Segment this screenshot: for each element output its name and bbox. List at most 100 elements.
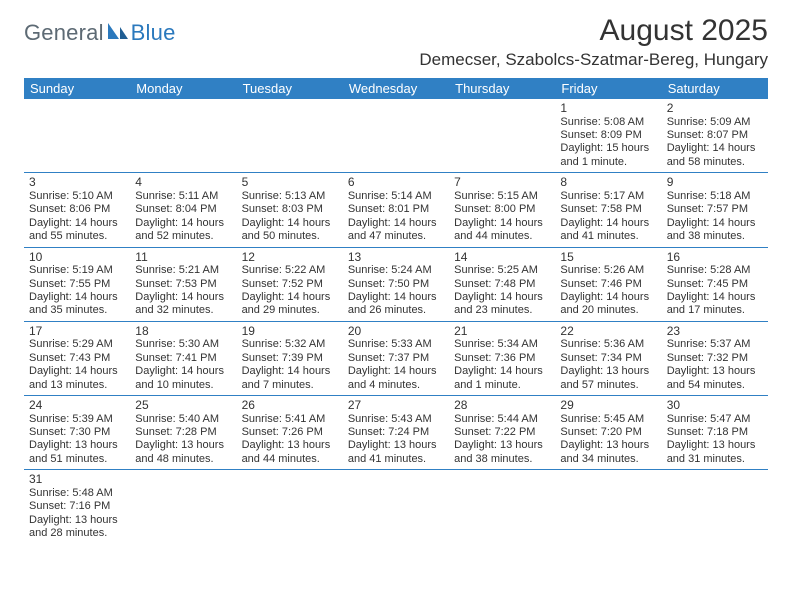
day-number: 10	[29, 250, 125, 265]
sunset-line: Sunset: 8:09 PM	[560, 129, 656, 142]
sunset-line: Sunset: 7:52 PM	[242, 278, 338, 291]
daylight-line: and 23 minutes.	[454, 304, 550, 317]
day-cell: 17Sunrise: 5:29 AMSunset: 7:43 PMDayligh…	[24, 322, 130, 395]
day-cell: 3Sunrise: 5:10 AMSunset: 8:06 PMDaylight…	[24, 173, 130, 246]
day-number: 1	[560, 101, 656, 116]
sunset-line: Sunset: 7:32 PM	[667, 352, 763, 365]
daylight-line: Daylight: 14 hours	[135, 291, 231, 304]
logo: General Blue	[24, 14, 176, 46]
day-number: 18	[135, 324, 231, 339]
weekday-header: Thursday	[449, 78, 555, 99]
daylight-line: Daylight: 13 hours	[348, 439, 444, 452]
day-number: 9	[667, 175, 763, 190]
weekday-header: Friday	[555, 78, 661, 99]
sunset-line: Sunset: 7:24 PM	[348, 426, 444, 439]
logo-text-blue: Blue	[131, 20, 176, 46]
sunset-line: Sunset: 7:57 PM	[667, 203, 763, 216]
daylight-line: and 4 minutes.	[348, 379, 444, 392]
daylight-line: and 57 minutes.	[560, 379, 656, 392]
day-number: 13	[348, 250, 444, 265]
day-cell: 12Sunrise: 5:22 AMSunset: 7:52 PMDayligh…	[237, 248, 343, 321]
sunrise-line: Sunrise: 5:32 AM	[242, 338, 338, 351]
day-cell: 10Sunrise: 5:19 AMSunset: 7:55 PMDayligh…	[24, 248, 130, 321]
day-cell: 5Sunrise: 5:13 AMSunset: 8:03 PMDaylight…	[237, 173, 343, 246]
sunrise-line: Sunrise: 5:13 AM	[242, 190, 338, 203]
sunrise-line: Sunrise: 5:10 AM	[29, 190, 125, 203]
sunset-line: Sunset: 7:48 PM	[454, 278, 550, 291]
sunset-line: Sunset: 7:55 PM	[29, 278, 125, 291]
weeks-container: 1Sunrise: 5:08 AMSunset: 8:09 PM Daylight…	[24, 99, 768, 544]
sunrise-line: Sunrise: 5:26 AM	[560, 264, 656, 277]
sunrise-line: Sunrise: 5:15 AM	[454, 190, 550, 203]
week-row: 17Sunrise: 5:29 AMSunset: 7:43 PMDayligh…	[24, 322, 768, 396]
sunrise-line: Sunrise: 5:25 AM	[454, 264, 550, 277]
day-cell: 28Sunrise: 5:44 AMSunset: 7:22 PMDayligh…	[449, 396, 555, 469]
sunrise-line: Sunrise: 5:40 AM	[135, 413, 231, 426]
day-number: 30	[667, 398, 763, 413]
day-number: 17	[29, 324, 125, 339]
day-number: 24	[29, 398, 125, 413]
sunset-line: Sunset: 7:30 PM	[29, 426, 125, 439]
day-cell: 24Sunrise: 5:39 AMSunset: 7:30 PMDayligh…	[24, 396, 130, 469]
day-number: 15	[560, 250, 656, 265]
day-number: 6	[348, 175, 444, 190]
day-number: 19	[242, 324, 338, 339]
sunrise-line: Sunrise: 5:08 AM	[560, 116, 656, 129]
day-cell: 20Sunrise: 5:33 AMSunset: 7:37 PMDayligh…	[343, 322, 449, 395]
day-number: 23	[667, 324, 763, 339]
daylight-line: and 51 minutes.	[29, 453, 125, 466]
page-title: August 2025	[419, 14, 768, 48]
day-number: 22	[560, 324, 656, 339]
title-block: August 2025 Demecser, Szabolcs-Szatmar-B…	[419, 14, 768, 70]
sunset-line: Sunset: 7:26 PM	[242, 426, 338, 439]
sunrise-line: Sunrise: 5:47 AM	[667, 413, 763, 426]
daylight-line: and 38 minutes.	[667, 230, 763, 243]
daylight-line: and 28 minutes.	[29, 527, 125, 540]
day-cell-empty	[343, 470, 449, 543]
day-cell: 8Sunrise: 5:17 AMSunset: 7:58 PMDaylight…	[555, 173, 661, 246]
week-row: 1Sunrise: 5:08 AMSunset: 8:09 PMDaylight…	[24, 99, 768, 173]
daylight-line: and 54 minutes.	[667, 379, 763, 392]
sunrise-line: Sunrise: 5:33 AM	[348, 338, 444, 351]
daylight-line: Daylight: 14 hours	[454, 365, 550, 378]
weekday-header-row: SundayMondayTuesdayWednesdayThursdayFrid…	[24, 78, 768, 99]
sunrise-line: Sunrise: 5:19 AM	[29, 264, 125, 277]
daylight-line: Daylight: 14 hours	[454, 291, 550, 304]
day-number: 21	[454, 324, 550, 339]
daylight-line: and 31 minutes.	[667, 453, 763, 466]
sunrise-line: Sunrise: 5:39 AM	[29, 413, 125, 426]
week-row: 10Sunrise: 5:19 AMSunset: 7:55 PM Dayligh…	[24, 248, 768, 322]
day-number: 29	[560, 398, 656, 413]
daylight-line: and 52 minutes.	[135, 230, 231, 243]
sunset-line: Sunset: 7:28 PM	[135, 426, 231, 439]
sunrise-line: Sunrise: 5:30 AM	[135, 338, 231, 351]
calendar-page: General Blue August 2025 Demecser, Szabo…	[0, 0, 792, 554]
day-cell-empty	[662, 470, 768, 543]
daylight-line: Daylight: 13 hours	[135, 439, 231, 452]
sunrise-line: Sunrise: 5:17 AM	[560, 190, 656, 203]
day-cell: 30Sunrise: 5:47 AMSunset: 7:18 PMDayligh…	[662, 396, 768, 469]
daylight-line: and 34 minutes.	[560, 453, 656, 466]
day-cell-empty	[237, 470, 343, 543]
day-cell: 4Sunrise: 5:11 AMSunset: 8:04 PMDaylight…	[130, 173, 236, 246]
daylight-line: Daylight: 13 hours	[242, 439, 338, 452]
week-row: 24Sunrise: 5:39 AMSunset: 7:30 PM Dayligh…	[24, 396, 768, 470]
sunrise-line: Sunrise: 5:41 AM	[242, 413, 338, 426]
sunset-line: Sunset: 7:20 PM	[560, 426, 656, 439]
sunset-line: Sunset: 7:16 PM	[29, 500, 125, 513]
day-cell: 11Sunrise: 5:21 AMSunset: 7:53 PMDayligh…	[130, 248, 236, 321]
daylight-line: Daylight: 14 hours	[348, 217, 444, 230]
sunrise-line: Sunrise: 5:44 AM	[454, 413, 550, 426]
day-cell: 2Sunrise: 5:09 AMSunset: 8:07 PMDaylight…	[662, 99, 768, 172]
day-number: 26	[242, 398, 338, 413]
sunset-line: Sunset: 7:22 PM	[454, 426, 550, 439]
sunset-line: Sunset: 7:50 PM	[348, 278, 444, 291]
day-number: 14	[454, 250, 550, 265]
day-cell: 21Sunrise: 5:34 AMSunset: 7:36 PMDayligh…	[449, 322, 555, 395]
logo-sail-icon	[107, 20, 129, 45]
day-cell-empty	[24, 99, 130, 172]
week-row: 31Sunrise: 5:48 AMSunset: 7:16 PMDayligh…	[24, 470, 768, 543]
sunset-line: Sunset: 7:34 PM	[560, 352, 656, 365]
day-cell: 6Sunrise: 5:14 AMSunset: 8:01 PMDaylight…	[343, 173, 449, 246]
sunset-line: Sunset: 8:04 PM	[135, 203, 231, 216]
